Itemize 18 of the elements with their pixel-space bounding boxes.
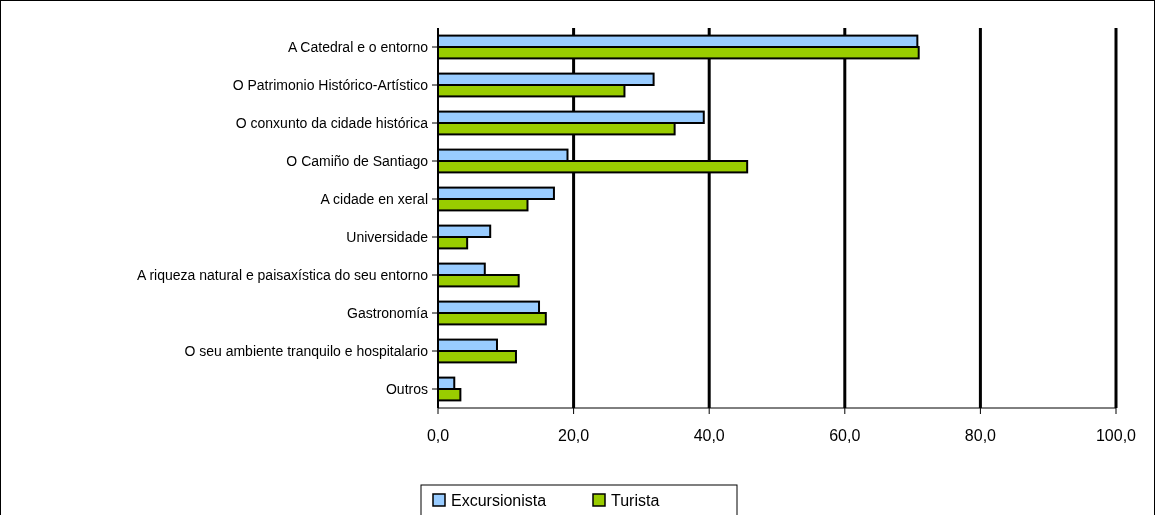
x-tick-label: 20,0 bbox=[558, 427, 590, 444]
y-tick-label: A Catedral e o entorno bbox=[287, 39, 429, 55]
x-tick-label: 40,0 bbox=[693, 427, 725, 444]
y-tick-label: Gastronomía bbox=[347, 305, 429, 321]
x-tick-label: 60,0 bbox=[829, 427, 861, 444]
legend-label: Turista bbox=[611, 492, 660, 509]
y-tick-label: O Camiño de Santiago bbox=[286, 153, 429, 169]
x-tick-label: 100,0 bbox=[1095, 427, 1137, 444]
x-tick-label: 0,0 bbox=[426, 427, 450, 444]
y-tick-label: A riqueza natural e paisaxística do seu entorno bbox=[136, 267, 429, 283]
y-tick-label: O Patrimonio Histórico-Artístico bbox=[232, 77, 429, 93]
legend-label: Excursionista bbox=[451, 492, 547, 509]
y-tick-label: O conxunto da cidade histórica bbox=[235, 115, 429, 131]
y-tick-label: Outros bbox=[385, 381, 428, 397]
y-tick-label: O seu ambiente tranquilo e hospitalario bbox=[184, 343, 429, 359]
x-tick-label: 80,0 bbox=[964, 427, 997, 444]
y-tick-label: Universidade bbox=[346, 229, 429, 245]
y-tick-label: A cidade en xeral bbox=[320, 191, 428, 207]
